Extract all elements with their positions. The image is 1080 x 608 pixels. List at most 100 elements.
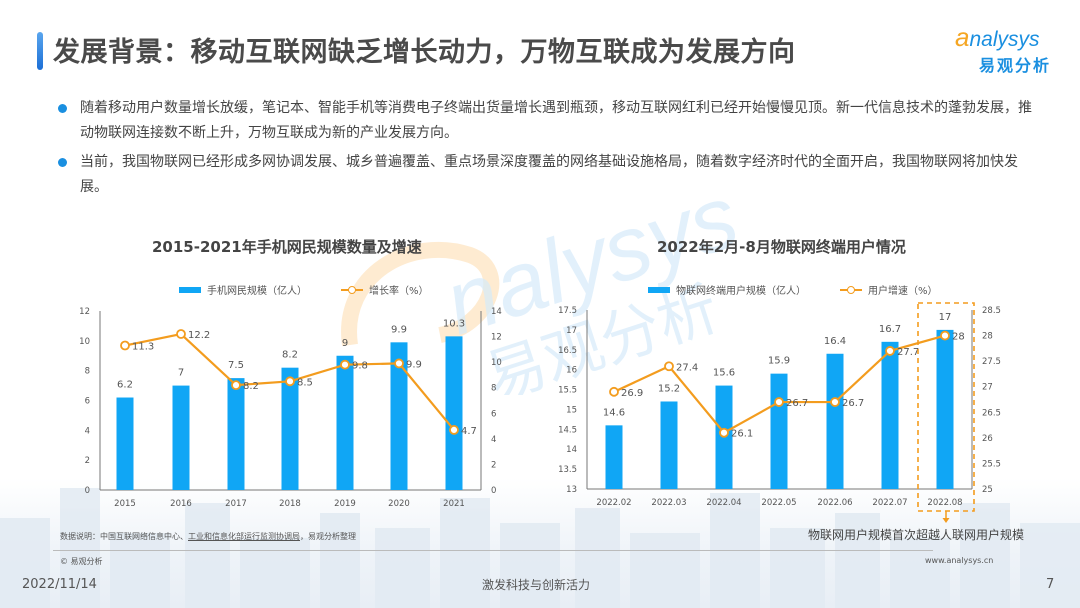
page-number: 7 [1046, 577, 1055, 592]
y-tick-right: 28.5 [982, 306, 1001, 316]
line-value-label: 9.9 [406, 359, 422, 370]
line-marker [231, 380, 241, 391]
y-tick-right: 4 [491, 435, 496, 445]
x-tick-label: 2022.06 [817, 498, 852, 508]
bullet-item: 当前，我国物联网已经形成多网协调发展、城乡普遍覆盖、重点场景深度覆盖的网络基础设… [55, 150, 1035, 200]
logo-swoosh-a: a [955, 22, 970, 52]
logo-english: analysys [955, 22, 1040, 53]
y-tick-left: 16.5 [558, 346, 577, 356]
bar [660, 401, 678, 489]
chart2-title: 2022年2月-8月物联网终端用户情况 [657, 238, 906, 256]
bar-value-label: 6.2 [117, 380, 133, 391]
bullet-dot-icon [58, 158, 67, 167]
y-tick-left: 13 [566, 485, 577, 495]
page-title: 发展背景：移动互联网缺乏增长动力，万物互联成为发展方向 [53, 37, 796, 68]
website-url: www.analysys.cn [925, 556, 994, 565]
y-tick-left: 17 [566, 326, 577, 336]
line-marker [609, 386, 619, 397]
x-tick-label: 2022.03 [651, 498, 686, 508]
legend-bar-label: 手机网民规模（亿人） [207, 286, 307, 297]
bullet-list: 随着移动用户数量增长放缓，笔记本、智能手机等消费电子终端出货量增长遇到瓶颈，移动… [55, 96, 1035, 204]
legend-bar-swatch-icon [179, 286, 201, 293]
bar-value-label: 15.9 [768, 356, 790, 367]
line-marker [719, 427, 729, 438]
line-marker [885, 346, 895, 356]
bar [172, 385, 190, 490]
callout-arrow-head-icon [942, 518, 950, 523]
line-value-label: 8.5 [297, 377, 313, 388]
line-value-label: 26.9 [621, 388, 643, 399]
line-marker [774, 397, 784, 407]
skyline-decoration [0, 488, 1080, 608]
y-tick-left: 14 [566, 445, 577, 455]
bar-value-label: 16.7 [879, 324, 901, 335]
bullet-item: 随着移动用户数量增长放缓，笔记本、智能手机等消费电子终端出货量增长遇到瓶颈，移动… [55, 96, 1035, 146]
y-tick-right: 28 [982, 332, 993, 342]
legend-line-swatch-icon [840, 285, 862, 295]
bullet-dot-icon [58, 104, 67, 113]
bar [227, 378, 245, 490]
line-value-label: 26.7 [842, 398, 864, 409]
legend-bar-swatch-icon [648, 286, 670, 293]
line-value-label: 26.7 [786, 398, 808, 409]
x-tick-label: 2019 [334, 499, 356, 509]
line-marker [664, 361, 674, 372]
y-tick-right: 26.5 [982, 408, 1001, 418]
line-value-label: 12.2 [188, 330, 210, 341]
bar-value-label: 15.6 [713, 368, 735, 379]
y-tick-left: 15.5 [558, 386, 577, 396]
line-marker [285, 376, 295, 387]
line-marker [340, 359, 350, 370]
bar [936, 329, 954, 489]
y-tick-left: 12 [79, 307, 90, 317]
line-value-label: 26.1 [731, 429, 753, 440]
line-value-label: 28 [952, 332, 965, 343]
bar-value-label: 14.6 [603, 407, 625, 418]
x-tick-label: 2022.07 [872, 498, 907, 508]
y-tick-left: 10 [79, 337, 90, 347]
bar-value-label: 7 [178, 368, 184, 379]
bar [390, 342, 408, 490]
bar-value-label: 16.4 [824, 336, 846, 347]
chart2-callout: 物联网用户规模首次超越人联网用户规模 [808, 528, 1025, 542]
y-tick-right: 27 [982, 383, 993, 393]
x-tick-label: 2016 [170, 499, 192, 509]
x-tick-label: 2020 [388, 499, 410, 509]
x-tick-label: 2022.08 [927, 498, 962, 508]
y-tick-right: 8 [491, 384, 496, 394]
bar [605, 425, 623, 489]
bar [281, 367, 299, 490]
x-tick-label: 2022.04 [706, 498, 741, 508]
y-tick-left: 8 [85, 367, 90, 377]
line-marker [120, 340, 130, 351]
logo-english-text: nalysys [969, 28, 1040, 51]
y-tick-left: 13.5 [558, 465, 577, 475]
x-tick-label: 2015 [114, 499, 136, 509]
bar-value-label: 8.2 [282, 350, 298, 361]
footer-divider [53, 550, 933, 551]
y-tick-right: 6 [491, 409, 496, 419]
line-value-label: 11.3 [132, 342, 154, 353]
bar-value-label: 7.5 [228, 360, 244, 371]
line-marker [830, 397, 840, 407]
bullet-text: 当前，我国物联网已经形成多网协调发展、城乡普遍覆盖、重点场景深度覆盖的网络基础设… [80, 154, 1018, 195]
y-tick-left: 15 [566, 405, 577, 415]
x-tick-label: 2022.05 [761, 498, 796, 508]
bar [770, 373, 788, 489]
y-tick-right: 10 [491, 358, 502, 368]
bar [116, 397, 134, 490]
line-value-label: 4.7 [461, 426, 477, 437]
analysys-logo: analysys 易观分析 [955, 22, 1065, 78]
x-tick-label: 2021 [443, 499, 465, 509]
legend-line-label: 用户增速（%） [868, 286, 938, 297]
line-value-label: 27.7 [897, 347, 919, 358]
legend-bar-label: 物联网终端用户规模（亿人） [676, 286, 806, 297]
y-tick-right: 26 [982, 434, 993, 444]
x-tick-label: 2017 [225, 499, 247, 509]
bar [881, 341, 899, 489]
y-tick-left: 17.5 [558, 306, 577, 316]
y-tick-right: 25.5 [982, 459, 1001, 469]
chart2-legend: 物联网终端用户规模（亿人） 用户增速（%） [648, 282, 938, 297]
y-tick-left: 2 [85, 456, 90, 466]
